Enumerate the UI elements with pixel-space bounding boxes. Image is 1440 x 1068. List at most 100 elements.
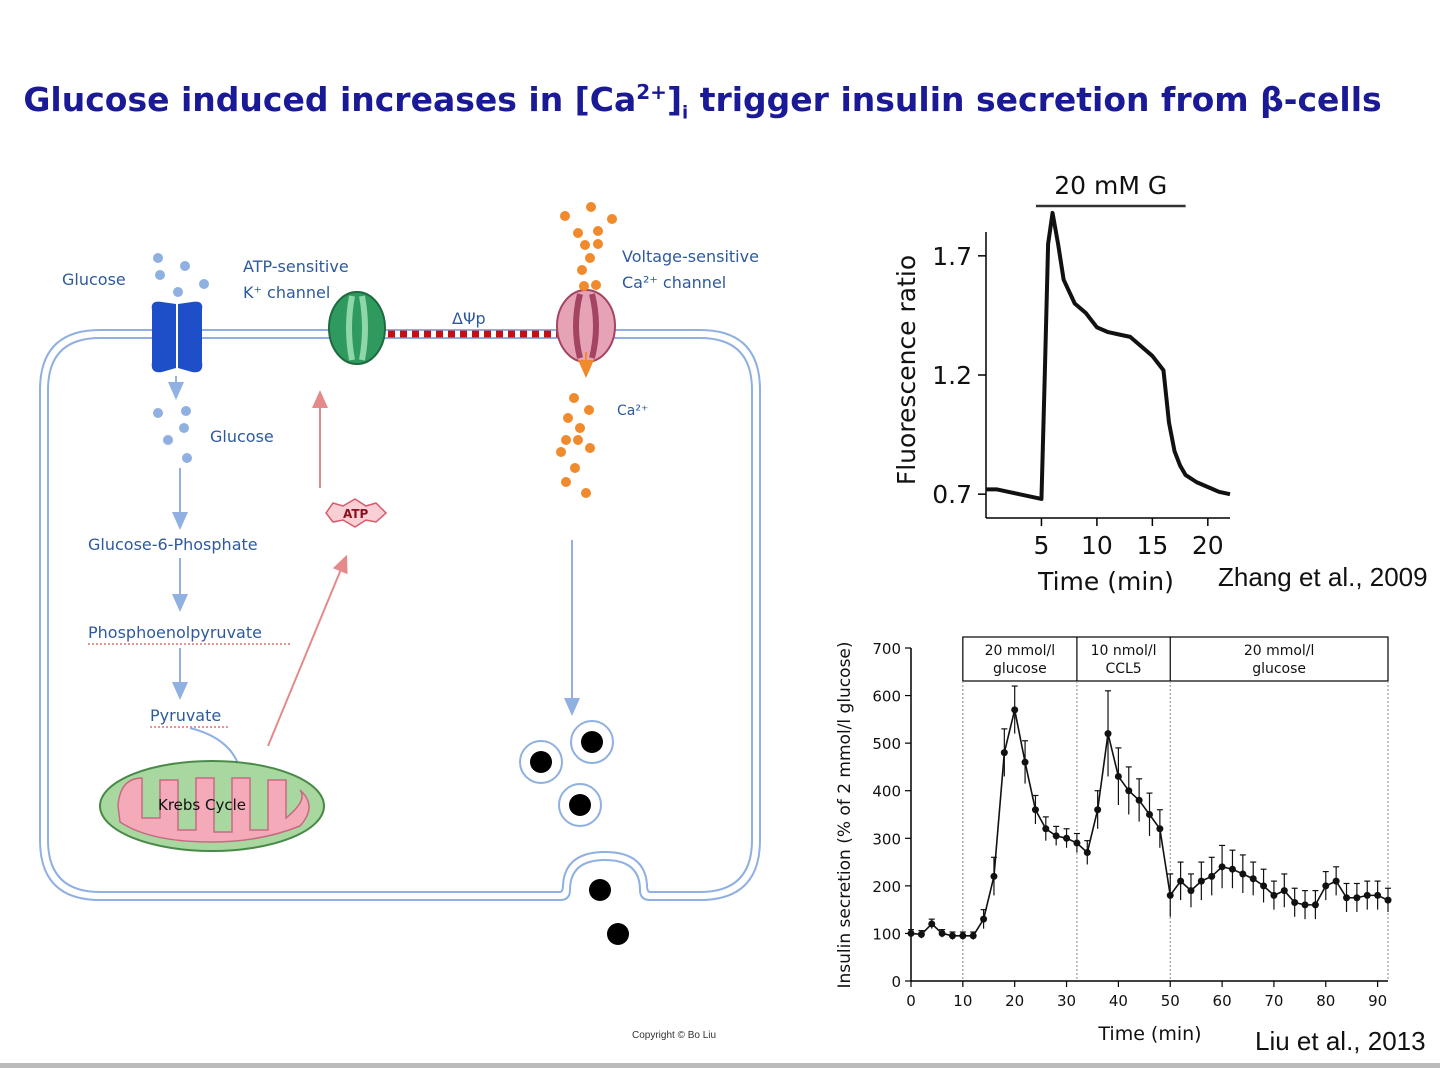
- bottom-bar: [0, 1063, 1440, 1068]
- c1-x-tick-label: 5: [1034, 531, 1050, 560]
- c2-data-point: [1031, 806, 1039, 814]
- c2-data-point: [1052, 832, 1060, 840]
- cell-membrane: [39, 329, 761, 901]
- slide-title: Glucose induced increases in [Ca2+]i tri…: [23, 80, 1382, 124]
- c2-x-tick-label: 0: [906, 992, 916, 1010]
- c2-y-tick-label: 600: [872, 688, 901, 706]
- pep-label: Phosphoenolpyruvate: [88, 623, 262, 642]
- c2-data-point: [980, 915, 988, 923]
- atp-star-icon: [325, 498, 388, 528]
- glucose-dots-inside: [153, 406, 192, 463]
- c2-y-label: Insulin secretion (% of 2 mmol/l glucose…: [835, 641, 855, 988]
- c2-data-point: [1363, 891, 1371, 899]
- katp-label-2: K⁺ channel: [243, 283, 330, 302]
- c2-data-point: [928, 920, 936, 928]
- c2-data-point: [938, 929, 946, 937]
- citation-zhang: Zhang et al., 2009: [1218, 562, 1428, 592]
- c2-y-tick-label: 300: [872, 830, 901, 848]
- c2-data-point: [1073, 839, 1081, 847]
- citation-liu: Liu et al., 2013: [1255, 1026, 1426, 1056]
- calcium-dots-outside: [560, 202, 617, 291]
- g6p-label: Glucose-6-Phosphate: [88, 535, 258, 554]
- c2-x-tick-label: 20: [1005, 992, 1024, 1010]
- c2-x-tick-label: 70: [1264, 992, 1283, 1010]
- c2-data-point: [1156, 825, 1164, 833]
- c2-data-point: [1197, 877, 1205, 885]
- glucose-inside-label: Glucose: [210, 427, 274, 446]
- c2-segment-label-1: 20 mmol/l: [1244, 643, 1315, 659]
- c2-data-point: [1104, 730, 1112, 738]
- c2-data-point: [1280, 887, 1288, 895]
- c1-x-tick-label: 15: [1136, 531, 1168, 560]
- c2-data-point: [1146, 811, 1153, 818]
- c2-data-point: [959, 932, 967, 940]
- c2-data-point: [990, 872, 998, 880]
- c2-data-point: [1187, 887, 1195, 895]
- c2-data-point: [1042, 825, 1050, 833]
- c2-data-point: [1301, 901, 1309, 909]
- c2-data-point: [1218, 863, 1226, 871]
- beta-cell-diagram: Glucose ATP-sensitive K⁺ channel ΔΨp Vol…: [39, 202, 761, 945]
- c2-data-point: [1000, 749, 1008, 757]
- c2-data-point: [1384, 896, 1392, 904]
- c2-data-point: [1125, 787, 1133, 795]
- c2-data-point: [948, 932, 956, 940]
- c2-data-point: [1094, 806, 1102, 814]
- c2-segment-label-2: CCL5: [1105, 661, 1141, 677]
- c2-data-point: [1114, 772, 1122, 780]
- c2-y-tick-label: 700: [872, 640, 901, 658]
- c2-data-point: [907, 929, 915, 937]
- c2-segment-label-1: 10 nmol/l: [1091, 643, 1157, 659]
- vgcc-label-2: Ca²⁺ channel: [622, 273, 726, 292]
- calcium-dots-inside: [556, 393, 595, 498]
- c2-x-label: Time (min): [1097, 1023, 1201, 1045]
- c1-y-tick-label: 1.7: [932, 242, 972, 271]
- c2-data-point: [1239, 870, 1247, 878]
- insulin-vesicles: [519, 720, 629, 945]
- c2-data-point: [917, 930, 925, 938]
- c2-y-tick-label: 200: [872, 878, 901, 896]
- delta-psi-label: ΔΨp: [452, 309, 486, 328]
- c2-data-point: [1322, 882, 1330, 890]
- vgcc-channel-icon: [556, 289, 616, 363]
- c2-data-point: [1228, 865, 1236, 873]
- c1-x-label: Time (min): [1037, 567, 1174, 596]
- c2-x-tick-label: 60: [1213, 992, 1232, 1010]
- c2-data-point: [1249, 875, 1257, 883]
- vgcc-label-1: Voltage-sensitive: [622, 247, 759, 266]
- glut-transporter-icon: [151, 300, 203, 376]
- c2-data-point: [1166, 891, 1174, 899]
- c2-y-tick-label: 400: [872, 783, 901, 801]
- c1-stim-label: 20 mM G: [1054, 171, 1167, 200]
- atp-label: ATP: [343, 507, 369, 521]
- c2-data-point: [1353, 894, 1361, 902]
- c2-y-tick-label: 500: [872, 735, 901, 753]
- calcium-inside-label: Ca²⁺: [617, 403, 648, 419]
- c2-data-point: [969, 932, 977, 940]
- c2-x-tick-label: 80: [1316, 992, 1335, 1010]
- c2-data-point: [1135, 796, 1143, 804]
- katp-label-1: ATP-sensitive: [243, 257, 349, 276]
- glucose-outside-label: Glucose: [62, 270, 126, 289]
- glucose-dots-outside: [153, 253, 209, 297]
- c2-segment-label-1: 20 mmol/l: [985, 643, 1056, 659]
- c1-y-label: Fluorescence ratio: [892, 255, 921, 485]
- katp-channel-icon: [328, 291, 386, 365]
- c2-x-tick-label: 90: [1368, 992, 1387, 1010]
- c2-segment-box: [962, 636, 1389, 682]
- c2-data-point: [1374, 891, 1382, 899]
- c2-segment-label-2: glucose: [1252, 661, 1306, 677]
- c2-data-point: [1270, 891, 1278, 899]
- c2-x-tick-label: 30: [1057, 992, 1076, 1010]
- copyright: Copyright © Bo Liu: [632, 1030, 717, 1041]
- pyruvate-label: Pyruvate: [150, 706, 221, 725]
- c2-y-tick-label: 100: [872, 925, 901, 943]
- c2-x-tick-label: 50: [1161, 992, 1180, 1010]
- c1-x-tick-label: 20: [1192, 531, 1224, 560]
- c2-data-point: [1177, 877, 1185, 885]
- c1-y-tick-label: 1.2: [932, 361, 972, 390]
- c2-y-tick-label: 0: [891, 973, 901, 991]
- c2-data-point: [1291, 899, 1299, 907]
